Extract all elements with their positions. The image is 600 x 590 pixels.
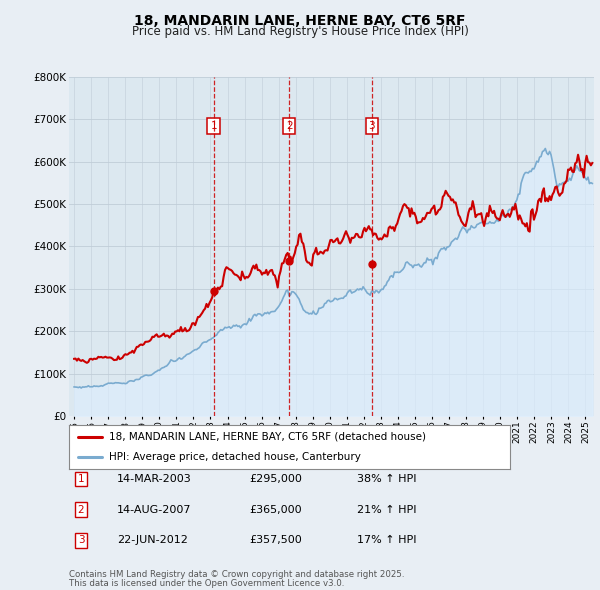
Text: 18, MANDARIN LANE, HERNE BAY, CT6 5RF: 18, MANDARIN LANE, HERNE BAY, CT6 5RF (134, 14, 466, 28)
Text: 1: 1 (211, 121, 217, 131)
Text: 14-MAR-2003: 14-MAR-2003 (117, 474, 192, 484)
Text: 21% ↑ HPI: 21% ↑ HPI (357, 505, 416, 514)
Text: 1: 1 (77, 474, 85, 484)
Text: 2: 2 (286, 121, 293, 131)
Text: HPI: Average price, detached house, Canterbury: HPI: Average price, detached house, Cant… (109, 452, 361, 462)
Text: This data is licensed under the Open Government Licence v3.0.: This data is licensed under the Open Gov… (69, 579, 344, 588)
Text: 22-JUN-2012: 22-JUN-2012 (117, 536, 188, 545)
Text: 18, MANDARIN LANE, HERNE BAY, CT6 5RF (detached house): 18, MANDARIN LANE, HERNE BAY, CT6 5RF (d… (109, 432, 425, 442)
Text: £357,500: £357,500 (249, 536, 302, 545)
Text: Price paid vs. HM Land Registry's House Price Index (HPI): Price paid vs. HM Land Registry's House … (131, 25, 469, 38)
Text: 17% ↑ HPI: 17% ↑ HPI (357, 536, 416, 545)
Text: £365,000: £365,000 (249, 505, 302, 514)
Text: 14-AUG-2007: 14-AUG-2007 (117, 505, 191, 514)
Text: £295,000: £295,000 (249, 474, 302, 484)
Text: 38% ↑ HPI: 38% ↑ HPI (357, 474, 416, 484)
Text: 2: 2 (77, 505, 85, 514)
Text: 3: 3 (77, 536, 85, 545)
Text: 3: 3 (368, 121, 375, 131)
Text: Contains HM Land Registry data © Crown copyright and database right 2025.: Contains HM Land Registry data © Crown c… (69, 571, 404, 579)
